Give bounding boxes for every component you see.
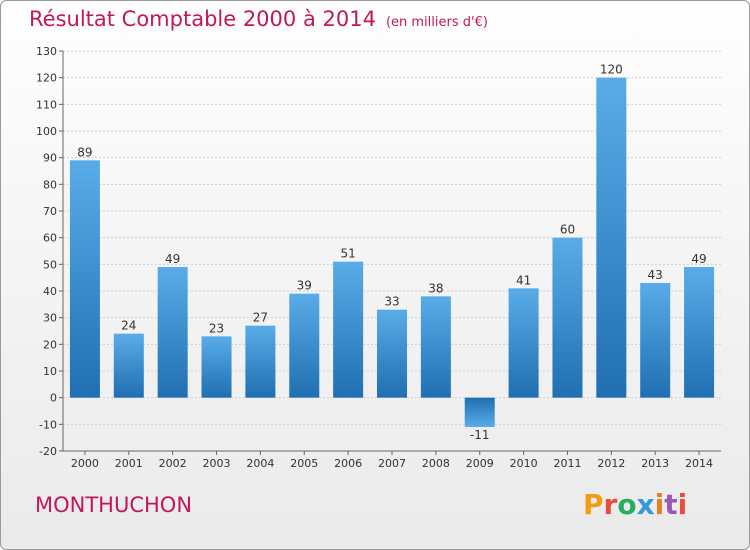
bar-2005 xyxy=(289,293,320,398)
data-label: 38 xyxy=(428,281,443,295)
y-tick-label: -20 xyxy=(39,445,57,458)
data-label: 41 xyxy=(516,273,531,287)
x-tick-label: 2010 xyxy=(510,457,538,470)
x-tick-label: 2005 xyxy=(290,457,318,470)
data-label: 43 xyxy=(648,268,663,282)
logo-letter: r xyxy=(603,488,618,521)
bar-2003 xyxy=(201,336,232,398)
y-tick-label: 60 xyxy=(43,232,57,245)
data-labels: 89 24 49 23 27 39 51 33 38 -11 41 60 120 43 49 xyxy=(77,63,706,442)
y-tick-label: 80 xyxy=(43,178,57,191)
y-tick-label: 10 xyxy=(43,365,57,378)
x-tick-label: 2006 xyxy=(334,457,362,470)
x-tick-label: 2001 xyxy=(115,457,143,470)
proxiti-logo: Proxiti xyxy=(583,488,687,521)
bar-2004 xyxy=(245,325,276,398)
chart-title: Résultat Comptable 2000 à 2014 (en millie… xyxy=(29,7,488,31)
y-tick-label: 130 xyxy=(36,45,57,58)
x-tick-label: 2007 xyxy=(378,457,406,470)
y-tick-label: 70 xyxy=(43,205,57,218)
bar-2002 xyxy=(157,267,188,398)
chart-unit: (en milliers d'€) xyxy=(385,15,488,30)
y-tick-label: 90 xyxy=(43,152,57,165)
logo-letter: P xyxy=(583,488,604,521)
x-tick-label: 2012 xyxy=(597,457,625,470)
y-tick-label: 120 xyxy=(36,72,57,85)
logo-letter: t xyxy=(664,488,678,521)
bar-2001 xyxy=(113,333,144,398)
x-tick-label: 2014 xyxy=(685,457,713,470)
data-label: 60 xyxy=(560,223,575,237)
bar-2013 xyxy=(640,283,671,398)
data-label: 89 xyxy=(77,145,92,159)
bar-2014 xyxy=(684,267,715,398)
x-tick-label: 2008 xyxy=(422,457,450,470)
y-tick-label: 30 xyxy=(43,312,57,325)
y-tick-label: 100 xyxy=(36,125,57,138)
y-tick-label: 40 xyxy=(43,285,57,298)
data-label: 120 xyxy=(600,63,623,77)
bar-2010 xyxy=(508,288,539,398)
x-tick-label: 2003 xyxy=(203,457,231,470)
x-tick-label: 2011 xyxy=(553,457,581,470)
y-tick-label: 20 xyxy=(43,338,57,351)
commune-name: MONTHUCHON xyxy=(35,493,193,517)
bar-2006 xyxy=(333,261,364,398)
bar-2007 xyxy=(377,309,407,398)
x-tick-label: 2004 xyxy=(246,457,274,470)
chart-title-text: Résultat Comptable 2000 à 2014 xyxy=(29,7,376,31)
data-label: 23 xyxy=(209,321,224,335)
data-label: 27 xyxy=(253,311,268,325)
data-label: 49 xyxy=(165,252,180,266)
data-label: -11 xyxy=(470,428,490,442)
x-tick-label: 2002 xyxy=(159,457,187,470)
logo-letter: i xyxy=(677,488,688,521)
data-label: 39 xyxy=(297,279,312,293)
bar-2011 xyxy=(552,237,583,398)
logo-letter: i xyxy=(654,488,665,521)
data-label: 24 xyxy=(121,319,136,333)
y-tick-label: 0 xyxy=(50,392,57,405)
y-tick-label: -10 xyxy=(39,418,57,431)
data-label: 49 xyxy=(691,252,706,266)
logo-letter: x xyxy=(636,488,655,521)
x-tick-label: 2013 xyxy=(641,457,669,470)
y-tick-label: 50 xyxy=(43,258,57,271)
x-axis: 2000 2001 2002 2003 2004 2005 2006 2007 2008 2009… xyxy=(71,451,713,470)
bar-2009 xyxy=(464,397,495,427)
x-tick-label: 2009 xyxy=(466,457,494,470)
x-tick-label: 2000 xyxy=(71,457,99,470)
bars xyxy=(69,77,715,427)
data-label: 33 xyxy=(384,295,399,309)
bar-2008 xyxy=(420,296,451,398)
logo-letter: o xyxy=(617,488,637,521)
y-tick-label: 110 xyxy=(36,98,57,111)
bar-2000 xyxy=(69,160,100,398)
data-label: 51 xyxy=(340,247,355,261)
bar-2012 xyxy=(596,77,627,398)
